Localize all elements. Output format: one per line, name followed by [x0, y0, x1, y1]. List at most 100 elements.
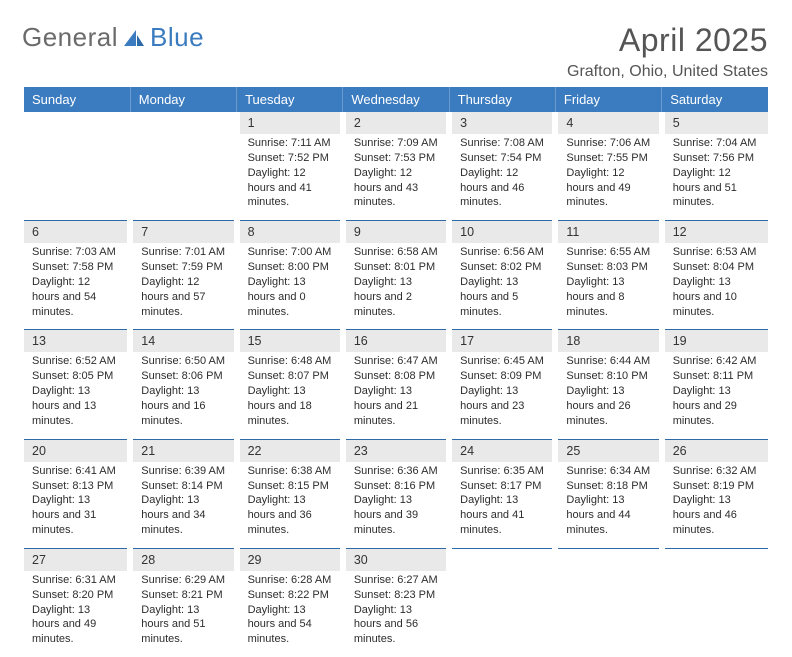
day-details: Sunrise: 6:32 AMSunset: 8:19 PMDaylight:… [665, 462, 768, 548]
calendar-day-cell: 7Sunrise: 7:01 AMSunset: 7:59 PMDaylight… [130, 221, 236, 330]
calendar-day-cell: 12Sunrise: 6:53 AMSunset: 8:04 PMDayligh… [662, 221, 768, 330]
day-number: 6 [24, 221, 127, 243]
day-details: Sunrise: 6:45 AMSunset: 8:09 PMDaylight:… [452, 352, 552, 438]
day-details: Sunrise: 6:53 AMSunset: 8:04 PMDaylight:… [665, 243, 768, 329]
calendar-empty-cell [662, 548, 768, 657]
calendar-day-cell: 1Sunrise: 7:11 AMSunset: 7:52 PMDaylight… [237, 112, 343, 221]
day-details: Sunrise: 7:01 AMSunset: 7:59 PMDaylight:… [133, 243, 233, 329]
calendar-day-cell: 28Sunrise: 6:29 AMSunset: 8:21 PMDayligh… [130, 548, 236, 657]
logo-sail-icon [122, 28, 146, 48]
calendar-day-cell: 9Sunrise: 6:58 AMSunset: 8:01 PMDaylight… [343, 221, 449, 330]
title-block: April 2025 Grafton, Ohio, United States [567, 22, 768, 81]
day-number: 27 [24, 549, 127, 571]
day-details: Sunrise: 6:56 AMSunset: 8:02 PMDaylight:… [452, 243, 552, 329]
day-details: Sunrise: 6:44 AMSunset: 8:10 PMDaylight:… [558, 352, 658, 438]
day-number: 28 [133, 549, 233, 571]
day-details: Sunrise: 6:29 AMSunset: 8:21 PMDaylight:… [133, 571, 233, 657]
day-number: 14 [133, 330, 233, 352]
day-details: Sunrise: 6:58 AMSunset: 8:01 PMDaylight:… [346, 243, 446, 329]
calendar-day-cell: 15Sunrise: 6:48 AMSunset: 8:07 PMDayligh… [237, 330, 343, 439]
header-row: General Blue April 2025 Grafton, Ohio, U… [24, 22, 768, 81]
brand-logo: General Blue [22, 22, 204, 53]
calendar-page: General Blue April 2025 Grafton, Ohio, U… [0, 0, 792, 612]
day-number: 26 [665, 440, 768, 462]
day-number: 17 [452, 330, 552, 352]
calendar-day-cell: 22Sunrise: 6:38 AMSunset: 8:15 PMDayligh… [237, 439, 343, 548]
weekday-header: Saturday [662, 87, 768, 112]
day-details: Sunrise: 7:06 AMSunset: 7:55 PMDaylight:… [558, 134, 658, 220]
day-details: Sunrise: 6:50 AMSunset: 8:06 PMDaylight:… [133, 352, 233, 438]
day-number: 7 [133, 221, 233, 243]
calendar-day-cell: 26Sunrise: 6:32 AMSunset: 8:19 PMDayligh… [662, 439, 768, 548]
day-details: Sunrise: 6:27 AMSunset: 8:23 PMDaylight:… [346, 571, 446, 657]
location-text: Grafton, Ohio, United States [567, 63, 768, 81]
day-number: 16 [346, 330, 446, 352]
day-number: 30 [346, 549, 446, 571]
day-details: Sunrise: 6:52 AMSunset: 8:05 PMDaylight:… [24, 352, 127, 438]
day-details: Sunrise: 6:48 AMSunset: 8:07 PMDaylight:… [240, 352, 340, 438]
day-number: 4 [558, 112, 658, 134]
logo-text-blue: Blue [150, 22, 204, 53]
day-details: Sunrise: 7:00 AMSunset: 8:00 PMDaylight:… [240, 243, 340, 329]
calendar-day-cell: 5Sunrise: 7:04 AMSunset: 7:56 PMDaylight… [662, 112, 768, 221]
calendar-day-cell: 27Sunrise: 6:31 AMSunset: 8:20 PMDayligh… [24, 548, 130, 657]
day-number: 3 [452, 112, 552, 134]
day-details: Sunrise: 6:42 AMSunset: 8:11 PMDaylight:… [665, 352, 768, 438]
day-number: 15 [240, 330, 340, 352]
day-number: 18 [558, 330, 658, 352]
calendar-day-cell: 4Sunrise: 7:06 AMSunset: 7:55 PMDaylight… [555, 112, 661, 221]
day-details: Sunrise: 7:09 AMSunset: 7:53 PMDaylight:… [346, 134, 446, 220]
day-number: 12 [665, 221, 768, 243]
day-details: Sunrise: 6:35 AMSunset: 8:17 PMDaylight:… [452, 462, 552, 548]
logo-text-general: General [22, 22, 118, 53]
calendar-week-row: 27Sunrise: 6:31 AMSunset: 8:20 PMDayligh… [24, 548, 768, 657]
calendar-day-cell: 14Sunrise: 6:50 AMSunset: 8:06 PMDayligh… [130, 330, 236, 439]
day-details: Sunrise: 6:47 AMSunset: 8:08 PMDaylight:… [346, 352, 446, 438]
calendar-day-cell: 30Sunrise: 6:27 AMSunset: 8:23 PMDayligh… [343, 548, 449, 657]
calendar-empty-cell [130, 112, 236, 221]
calendar-day-cell: 18Sunrise: 6:44 AMSunset: 8:10 PMDayligh… [555, 330, 661, 439]
calendar-day-cell: 3Sunrise: 7:08 AMSunset: 7:54 PMDaylight… [449, 112, 555, 221]
weekday-header: Thursday [449, 87, 555, 112]
day-number: 25 [558, 440, 658, 462]
day-details: Sunrise: 6:31 AMSunset: 8:20 PMDaylight:… [24, 571, 127, 657]
day-number: 10 [452, 221, 552, 243]
calendar-empty-cell [24, 112, 130, 221]
calendar-day-cell: 24Sunrise: 6:35 AMSunset: 8:17 PMDayligh… [449, 439, 555, 548]
calendar-header: SundayMondayTuesdayWednesdayThursdayFrid… [24, 87, 768, 112]
calendar-day-cell: 2Sunrise: 7:09 AMSunset: 7:53 PMDaylight… [343, 112, 449, 221]
calendar-week-row: 20Sunrise: 6:41 AMSunset: 8:13 PMDayligh… [24, 439, 768, 548]
day-number: 5 [665, 112, 768, 134]
day-details: Sunrise: 6:41 AMSunset: 8:13 PMDaylight:… [24, 462, 127, 548]
calendar-day-cell: 19Sunrise: 6:42 AMSunset: 8:11 PMDayligh… [662, 330, 768, 439]
day-details: Sunrise: 6:38 AMSunset: 8:15 PMDaylight:… [240, 462, 340, 548]
calendar-week-row: 1Sunrise: 7:11 AMSunset: 7:52 PMDaylight… [24, 112, 768, 221]
day-number: 29 [240, 549, 340, 571]
calendar-day-cell: 23Sunrise: 6:36 AMSunset: 8:16 PMDayligh… [343, 439, 449, 548]
day-number: 11 [558, 221, 658, 243]
calendar-day-cell: 16Sunrise: 6:47 AMSunset: 8:08 PMDayligh… [343, 330, 449, 439]
weekday-header: Sunday [24, 87, 130, 112]
day-number: 24 [452, 440, 552, 462]
calendar-day-cell: 10Sunrise: 6:56 AMSunset: 8:02 PMDayligh… [449, 221, 555, 330]
calendar-day-cell: 29Sunrise: 6:28 AMSunset: 8:22 PMDayligh… [237, 548, 343, 657]
day-number: 2 [346, 112, 446, 134]
day-number: 13 [24, 330, 127, 352]
day-number: 19 [665, 330, 768, 352]
day-number: 1 [240, 112, 340, 134]
weekday-header: Wednesday [343, 87, 449, 112]
calendar-empty-cell [449, 548, 555, 657]
day-details: Sunrise: 7:03 AMSunset: 7:58 PMDaylight:… [24, 243, 127, 329]
calendar-day-cell: 13Sunrise: 6:52 AMSunset: 8:05 PMDayligh… [24, 330, 130, 439]
day-number: 8 [240, 221, 340, 243]
day-details: Sunrise: 6:55 AMSunset: 8:03 PMDaylight:… [558, 243, 658, 329]
calendar-table: SundayMondayTuesdayWednesdayThursdayFrid… [24, 87, 768, 657]
day-details: Sunrise: 6:34 AMSunset: 8:18 PMDaylight:… [558, 462, 658, 548]
day-details: Sunrise: 7:08 AMSunset: 7:54 PMDaylight:… [452, 134, 552, 220]
day-number: 9 [346, 221, 446, 243]
page-title: April 2025 [567, 22, 768, 59]
day-number: 20 [24, 440, 127, 462]
calendar-week-row: 6Sunrise: 7:03 AMSunset: 7:58 PMDaylight… [24, 221, 768, 330]
calendar-day-cell: 17Sunrise: 6:45 AMSunset: 8:09 PMDayligh… [449, 330, 555, 439]
day-number: 23 [346, 440, 446, 462]
